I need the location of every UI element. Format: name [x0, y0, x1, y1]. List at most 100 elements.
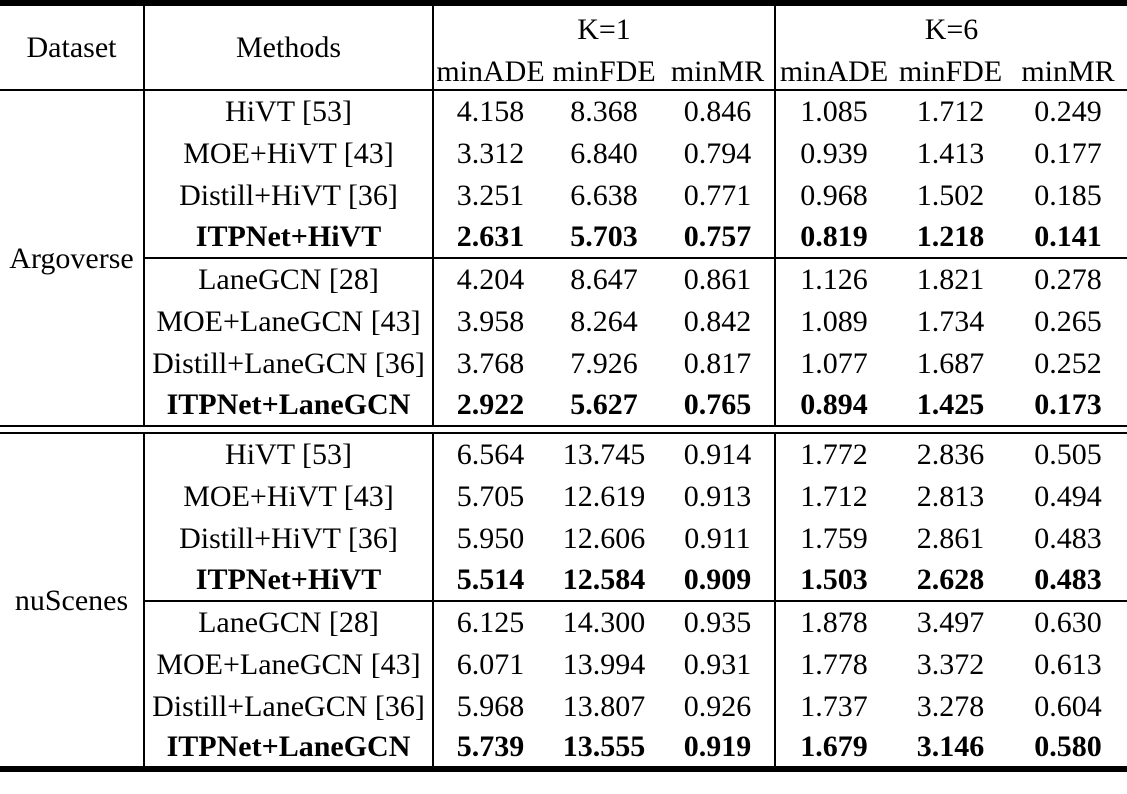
metric-cell: 5.514 — [432, 559, 547, 602]
table-row: MOE+HiVT [43] 5.705 12.619 0.913 1.712 2.813 0… — [0, 475, 1127, 517]
metric-cell: 0.817 — [683, 346, 752, 380]
metric-cell: 3.768 — [432, 342, 547, 384]
table-row: Distill+HiVT [36] 5.950 12.606 0.911 1.759 2.… — [0, 517, 1127, 559]
metric-cell: 3.372 — [916, 647, 985, 681]
table-row: LaneGCN [28] 4.204 8.647 0.861 1.126 1.821 0.2… — [0, 258, 1127, 300]
metric-cell: 4.158 — [432, 90, 547, 132]
metric-cell: 1.778 — [774, 643, 892, 685]
metric-cell: 0.931 — [683, 647, 752, 681]
metric-cell: 0.771 — [683, 178, 752, 212]
metric-cell: 14.300 — [562, 606, 646, 639]
metric-cell: 8.264 — [570, 304, 638, 338]
header-k1: K=1 — [432, 3, 775, 53]
metric-cell: 0.935 — [683, 606, 752, 639]
metric-cell: 3.312 — [432, 132, 547, 174]
metric-cell: 1.218 — [892, 216, 1009, 259]
metric-cell: 1.712 — [774, 475, 892, 517]
metric-cell: 6.638 — [570, 178, 638, 212]
metric-cell: 12.584 — [547, 559, 661, 602]
header-k6: K=6 — [773, 3, 1127, 53]
dataset-label: nuScenes — [14, 583, 129, 617]
metric-cell: 0.968 — [774, 174, 892, 216]
metric-cell: 1.878 — [774, 601, 892, 643]
table-header: Dataset Methods K=1 K=6 minADE minFDE mi… — [0, 3, 1127, 91]
header-methods: Methods — [143, 3, 433, 91]
metric-cell: 0.846 — [683, 95, 752, 128]
method-cell: ITPNet+HiVT — [143, 559, 433, 602]
metric-cell: 0.819 — [774, 216, 892, 259]
metric-cell: 1.734 — [916, 304, 985, 338]
metric-cell: 12.619 — [562, 479, 646, 513]
header-row-metrics: minADE minFDE minMR minADE minFDE minMR — [0, 53, 1127, 91]
table-row: Distill+HiVT [36] 3.251 6.638 0.771 0.968 1.5… — [0, 174, 1127, 216]
table-row: MOE+LaneGCN [43] 6.071 13.994 0.931 1.778 3.3… — [0, 643, 1127, 685]
metric-cell: 1.413 — [916, 136, 985, 170]
metric-cell: 13.994 — [562, 647, 646, 681]
metric-cell: 1.759 — [774, 517, 892, 559]
metric-cell: 7.926 — [570, 346, 638, 380]
header-k1-minmr: minMR — [661, 53, 775, 91]
metric-cell: 1.821 — [916, 263, 985, 296]
table-row: Argoverse HiVT [53] 4.158 8.368 0.846 1.085 1.… — [0, 90, 1127, 275]
method-cell: ITPNet+HiVT — [143, 216, 433, 259]
metric-cell: 0.141 — [1009, 216, 1127, 259]
dataset-label: Argoverse — [9, 241, 134, 275]
method-cell: ITPNet+LaneGCN — [143, 727, 433, 769]
metric-cell: 0.630 — [1034, 606, 1102, 639]
metric-cell: 13.807 — [562, 689, 646, 723]
metric-cell: 1.503 — [774, 559, 892, 602]
section-nuscenes: nuScenes HiVT [53] 6.564 13.745 0.914 1.772 2.… — [0, 433, 1127, 769]
metric-cell: 6.840 — [570, 136, 638, 170]
method-cell: ITPNet+LaneGCN — [143, 384, 433, 426]
header-k1-minade: minADE — [432, 53, 547, 91]
header-k6-minfde: minFDE — [892, 53, 1009, 91]
metric-cell: 1.425 — [916, 388, 985, 421]
table-row: nuScenes HiVT [53] 6.564 13.745 0.914 1.772 2.… — [0, 433, 1127, 617]
metric-cell: 6.564 — [432, 433, 547, 475]
metric-cell: 3.958 — [432, 300, 547, 342]
metric-cell: 0.265 — [1034, 304, 1102, 338]
metric-cell: 5.968 — [432, 685, 547, 727]
metric-cell: 3.146 — [916, 730, 985, 763]
metric-cell: 2.631 — [432, 216, 547, 259]
metric-cell: 0.794 — [683, 136, 752, 170]
metric-cell: 3.251 — [432, 174, 547, 216]
separator-row — [0, 425, 1127, 434]
metric-cell: 0.505 — [1034, 438, 1102, 471]
metric-cell: 0.842 — [683, 304, 752, 338]
section-argoverse: Argoverse HiVT [53] 4.158 8.368 0.846 1.085 1.… — [0, 90, 1127, 426]
metric-cell: 5.705 — [432, 475, 547, 517]
table-row: Distill+LaneGCN [36] 5.968 13.807 0.926 1.73… — [0, 685, 1127, 727]
metric-cell: 0.909 — [661, 559, 775, 602]
metric-cell: 0.177 — [1034, 136, 1102, 170]
metric-cell: 0.252 — [1034, 346, 1102, 380]
method-cell: LaneGCN [28] — [143, 601, 433, 643]
header-row-groups: Dataset Methods K=1 K=6 — [0, 3, 1127, 91]
metric-cell: 1.089 — [774, 300, 892, 342]
method-cell: LaneGCN [28] — [143, 258, 433, 300]
method-cell: MOE+HiVT [43] — [143, 132, 433, 174]
metric-cell: 13.555 — [562, 730, 646, 763]
metric-cell: 0.278 — [1034, 263, 1102, 296]
header-k6-minmr: minMR — [1009, 53, 1127, 91]
metric-cell: 2.861 — [916, 521, 985, 555]
method-cell: MOE+HiVT [43] — [143, 475, 433, 517]
metric-cell: 2.922 — [432, 384, 547, 426]
metric-cell: 1.077 — [774, 342, 892, 384]
method-cell: Distill+HiVT [36] — [143, 517, 433, 559]
table-row: ITPNet+LaneGCN 2.922 5.627 0.765 0.894 1.425 0… — [0, 384, 1127, 426]
header-dataset: Dataset — [0, 3, 144, 91]
metric-cell: 5.703 — [547, 216, 661, 259]
metric-cell: 0.494 — [1034, 479, 1102, 513]
metric-cell: 0.613 — [1034, 647, 1102, 681]
metric-cell: 1.679 — [774, 727, 892, 769]
header-k6-minade: minADE — [774, 53, 892, 91]
metric-cell: 0.919 — [683, 730, 752, 763]
metric-cell: 1.502 — [916, 178, 985, 212]
metric-cell: 0.765 — [683, 388, 752, 421]
metric-cell: 5.950 — [432, 517, 547, 559]
method-cell: Distill+HiVT [36] — [143, 174, 433, 216]
metric-cell: 2.813 — [916, 479, 985, 513]
metric-cell: 0.483 — [1009, 559, 1127, 602]
metric-cell: 8.647 — [570, 263, 638, 296]
